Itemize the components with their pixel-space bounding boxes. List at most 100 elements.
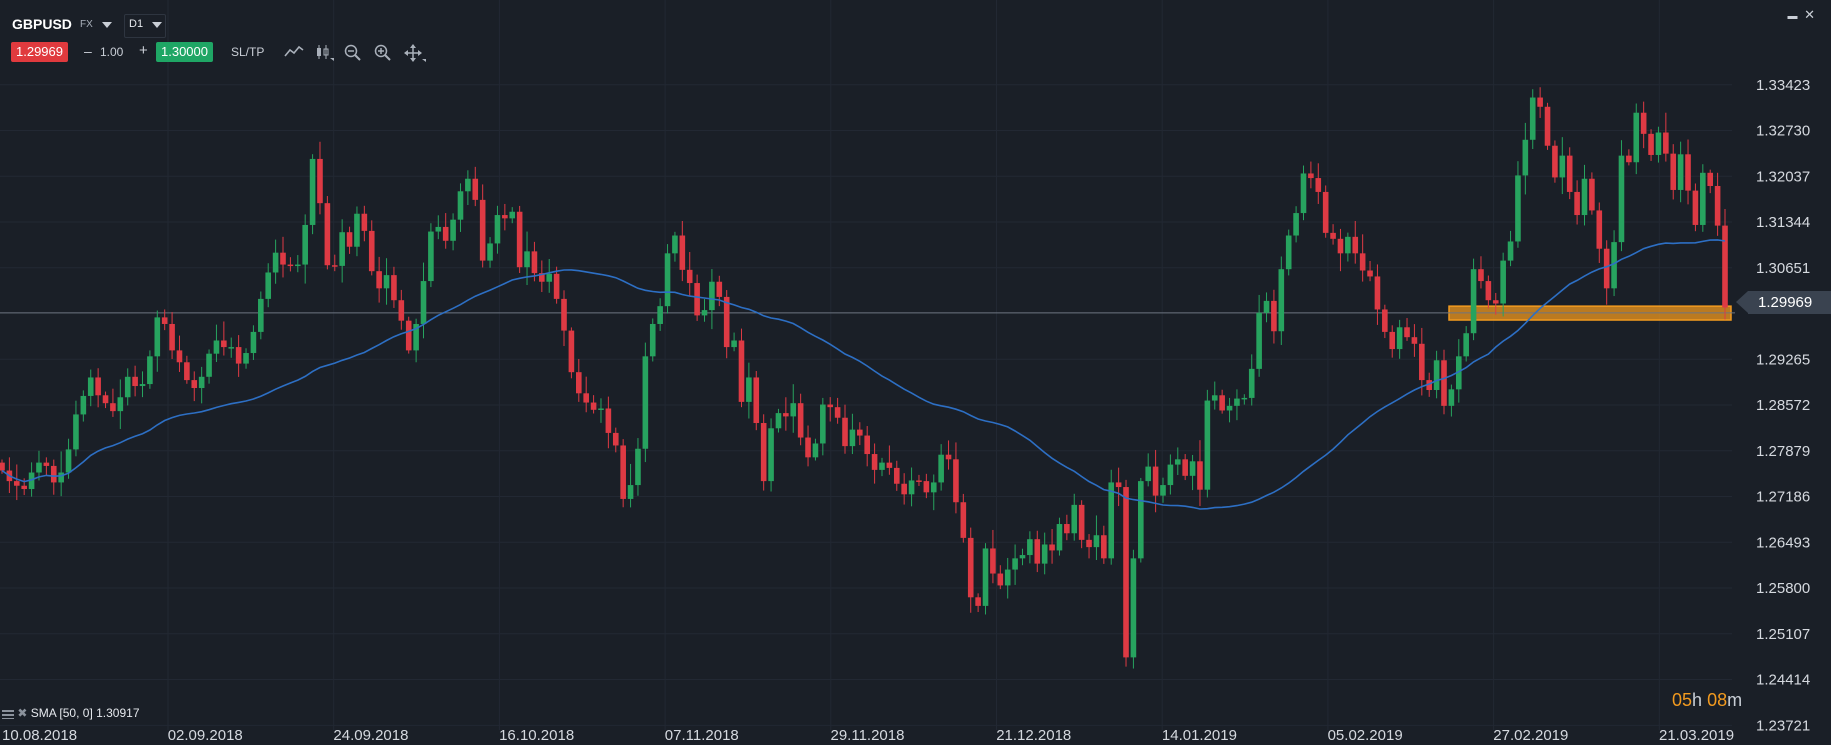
timeframe-dropdown-icon[interactable]	[152, 22, 162, 28]
candle-body	[1537, 97, 1543, 107]
symbol-dropdown-icon[interactable]	[102, 22, 112, 28]
candle	[975, 593, 981, 613]
minimize-icon[interactable]: ▬	[1787, 11, 1798, 22]
candle	[1626, 149, 1632, 166]
indicator-remove-icon[interactable]: ✖	[17, 706, 28, 720]
candle-body	[1685, 154, 1691, 191]
candle	[1552, 140, 1558, 183]
candle	[1145, 453, 1152, 487]
buy-price-button[interactable]: 1.30000	[156, 42, 213, 62]
candle-body	[760, 423, 767, 482]
candle	[1211, 381, 1218, 410]
candle	[967, 527, 974, 613]
zoom-in-icon[interactable]	[374, 44, 392, 62]
candle-body	[1382, 309, 1388, 332]
candle-body	[346, 232, 353, 247]
candle-body	[1411, 337, 1418, 344]
candle	[13, 464, 20, 501]
candle	[169, 312, 175, 359]
candle-body	[1182, 459, 1188, 476]
candle	[502, 203, 508, 231]
candle-body	[672, 235, 678, 254]
candle-body	[1722, 225, 1728, 308]
candle	[450, 213, 456, 251]
candle-body	[879, 462, 885, 470]
candle	[1056, 517, 1063, 556]
countdown-hours: 05	[1672, 690, 1693, 710]
candle	[1522, 122, 1529, 195]
candle-body	[635, 448, 641, 486]
candle-body	[50, 465, 57, 483]
sltp-button[interactable]: SL/TP	[231, 45, 265, 59]
candle-body	[1700, 172, 1706, 225]
indicator-legend[interactable]: ✖ SMA [50, 0] 1.30917	[2, 706, 140, 720]
candle	[1152, 449, 1159, 513]
candle	[1537, 87, 1543, 118]
candle-body	[1027, 539, 1033, 556]
candle-body	[1278, 269, 1285, 332]
candle	[1700, 164, 1706, 232]
candle	[1293, 206, 1299, 243]
pan-move-icon[interactable]	[404, 44, 426, 62]
zoom-out-icon[interactable]	[344, 44, 362, 62]
candle-body	[1219, 395, 1225, 411]
candle-body	[657, 306, 663, 324]
time-axis[interactable]: 10.08.2018 02.09.2018 24.09.2018 16.10.2018…	[2, 727, 1734, 744]
candle-body	[1322, 191, 1329, 233]
candles-layer	[0, 87, 1728, 669]
candle-body	[1507, 241, 1514, 261]
candle	[221, 321, 227, 356]
candle	[1027, 531, 1033, 564]
candle	[797, 393, 804, 446]
candle-body	[1448, 389, 1455, 406]
candle	[472, 166, 479, 207]
candle	[228, 337, 235, 358]
candle-body	[1633, 112, 1640, 163]
quantity-field[interactable]: 1.00	[100, 45, 124, 59]
candle-body	[65, 449, 72, 473]
candle	[849, 413, 856, 455]
candle	[1101, 525, 1107, 564]
candle-body	[1589, 178, 1595, 211]
line-chart-icon[interactable]	[284, 44, 304, 60]
close-icon[interactable]: ✕	[1804, 7, 1815, 22]
candle	[642, 342, 649, 463]
candle	[1064, 514, 1070, 541]
candle-body	[1004, 569, 1011, 586]
candle-body	[834, 407, 841, 418]
candle	[1108, 469, 1115, 565]
candle-body	[250, 331, 257, 354]
candle-body	[1300, 173, 1307, 214]
candle-body	[184, 362, 190, 381]
candle-body	[723, 296, 730, 348]
quantity-decrease-button[interactable]: –	[84, 43, 92, 59]
candle-body	[827, 404, 834, 408]
candle-body	[982, 548, 989, 606]
candlestick-icon[interactable]	[315, 44, 335, 62]
candle	[1722, 208, 1728, 320]
candle-body	[479, 199, 486, 261]
candle	[960, 493, 967, 543]
candle	[864, 426, 870, 467]
candle-body	[953, 459, 959, 503]
indicator-menu-icon[interactable]	[2, 709, 14, 719]
candle	[243, 348, 249, 369]
candle	[1078, 500, 1085, 549]
candle-body	[1263, 300, 1270, 313]
candle-body	[546, 273, 553, 282]
candle-body	[1596, 210, 1603, 249]
symbol-label[interactable]: GBPUSD	[12, 16, 72, 32]
candle-body	[753, 377, 760, 424]
quantity-increase-button[interactable]: +	[139, 42, 148, 59]
timeframe-select[interactable]	[124, 14, 166, 38]
candle-body	[967, 537, 974, 598]
candle-body	[420, 281, 427, 324]
candle	[516, 205, 523, 274]
candle-body	[405, 320, 412, 351]
candle	[368, 220, 375, 276]
sell-price-button[interactable]: 1.29969	[11, 42, 68, 62]
price-axis[interactable]: 1.33423 1.32730 1.32037 1.31344 1.30651 1.292…	[1756, 77, 1810, 735]
candle-body	[1315, 178, 1322, 192]
candle-body	[531, 251, 538, 274]
